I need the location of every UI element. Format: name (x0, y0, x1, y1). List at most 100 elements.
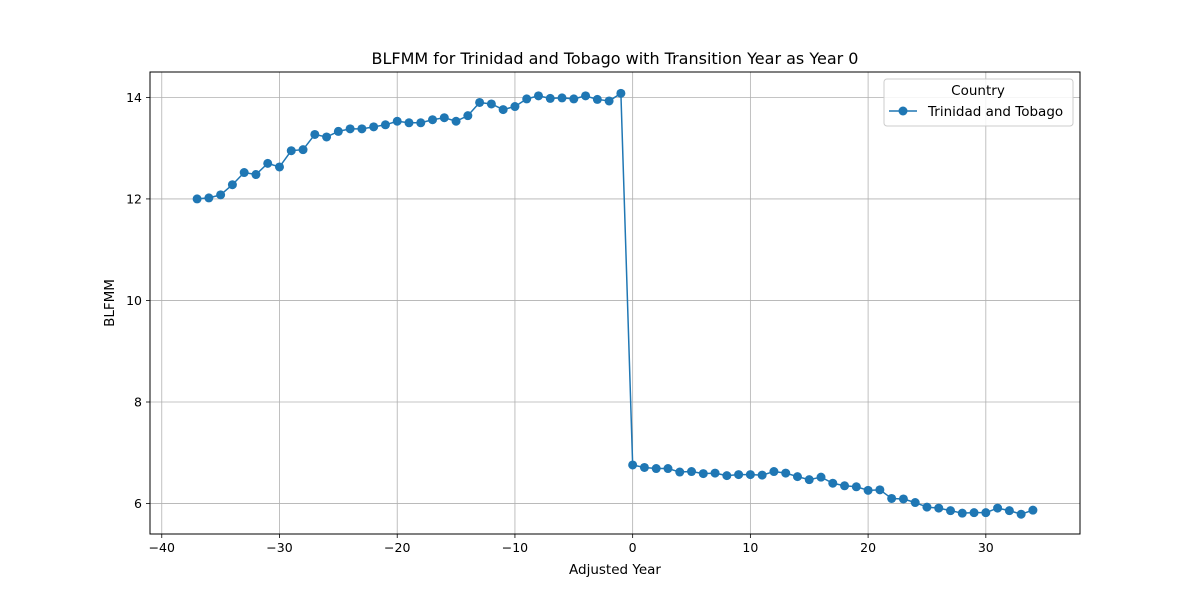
data-point (804, 475, 814, 485)
legend-box (883, 78, 1074, 127)
data-point (569, 94, 579, 104)
data-point (934, 503, 944, 513)
data-point (957, 508, 967, 518)
data-point (639, 462, 649, 472)
series-line (197, 92, 1034, 515)
x-tick-label: −40 (149, 540, 175, 555)
data-point (557, 93, 567, 103)
legend: Country Trinidad and Tobago (883, 78, 1074, 127)
data-point (263, 158, 273, 168)
legend-marker-swatch (898, 106, 908, 116)
data-point (616, 88, 626, 98)
data-point (769, 467, 779, 477)
data-point (816, 472, 826, 482)
x-axis-label: Adjusted Year (569, 562, 661, 578)
data-point (498, 105, 508, 115)
data-point (428, 115, 438, 125)
legend-title: Country (951, 83, 1005, 99)
data-point (604, 96, 614, 106)
x-tick-label: −20 (384, 540, 410, 555)
data-point (592, 94, 602, 104)
data-point (993, 503, 1003, 513)
data-point (522, 94, 532, 104)
y-tick-label: 14 (126, 90, 142, 105)
data-point (863, 485, 873, 495)
x-tick-label: −10 (502, 540, 528, 555)
data-point (628, 460, 638, 470)
data-point (357, 124, 367, 134)
data-point (439, 113, 449, 123)
data-point (946, 506, 956, 516)
data-point (792, 472, 802, 482)
data-point (828, 478, 838, 488)
data-point (510, 102, 520, 112)
data-point (392, 116, 402, 126)
data-point (227, 180, 237, 190)
y-tick-label: 8 (134, 395, 142, 410)
y-tick-label: 6 (134, 496, 142, 511)
data-point (298, 145, 308, 155)
data-point (675, 467, 685, 477)
data-point (286, 146, 296, 156)
data-point (322, 132, 332, 142)
data-point (333, 126, 343, 136)
grid-layer (150, 72, 1080, 534)
data-point (922, 502, 932, 512)
data-point (369, 122, 379, 132)
data-point (851, 482, 861, 492)
data-point (404, 118, 414, 128)
data-point (687, 467, 697, 477)
data-point (416, 118, 426, 128)
data-point (463, 111, 473, 121)
x-tick-label: 0 (629, 540, 637, 555)
x-tick-label: −30 (266, 540, 292, 555)
y-axis-label: BLFMM (102, 279, 118, 327)
data-point (251, 170, 261, 180)
data-point (710, 468, 720, 478)
data-point (981, 508, 991, 518)
data-point (310, 129, 320, 139)
data-point (581, 91, 591, 101)
data-point (345, 124, 355, 134)
data-point (1004, 506, 1014, 516)
data-point (1028, 505, 1038, 515)
data-point (451, 116, 461, 126)
data-point (204, 193, 214, 203)
data-point (533, 91, 543, 101)
plot-frame (149, 71, 1081, 535)
data-point (274, 162, 284, 172)
x-tick-label: 30 (978, 540, 994, 555)
data-point (651, 464, 661, 474)
x-tick-label: 20 (860, 540, 876, 555)
data-point (887, 493, 897, 503)
data-point (745, 470, 755, 480)
data-point (757, 470, 767, 480)
x-tick-label: 10 (742, 540, 758, 555)
series-layer (192, 88, 1038, 519)
data-point (910, 498, 920, 508)
data-point (722, 471, 732, 481)
data-point (898, 494, 908, 504)
data-point (545, 93, 555, 103)
data-point (840, 481, 850, 491)
data-point (380, 120, 390, 130)
chart-title: BLFMM for Trinidad and Tobago with Trans… (372, 49, 859, 68)
data-point (875, 485, 885, 495)
data-point (734, 470, 744, 480)
data-point (663, 464, 673, 474)
y-tick-label: 10 (126, 293, 142, 308)
data-point (475, 97, 485, 107)
data-point (192, 194, 202, 204)
legend-entry-label: Trinidad and Tobago (927, 104, 1063, 120)
data-point (698, 469, 708, 479)
data-point (239, 168, 249, 178)
data-point (486, 99, 496, 109)
tick-layer: −40 −30 −20 −10 0 10 20 30 6 8 10 12 14 (126, 90, 994, 555)
data-point (781, 468, 791, 478)
data-point (1016, 509, 1026, 519)
data-point (216, 190, 226, 200)
y-tick-label: 12 (126, 191, 142, 206)
data-point (969, 508, 979, 518)
